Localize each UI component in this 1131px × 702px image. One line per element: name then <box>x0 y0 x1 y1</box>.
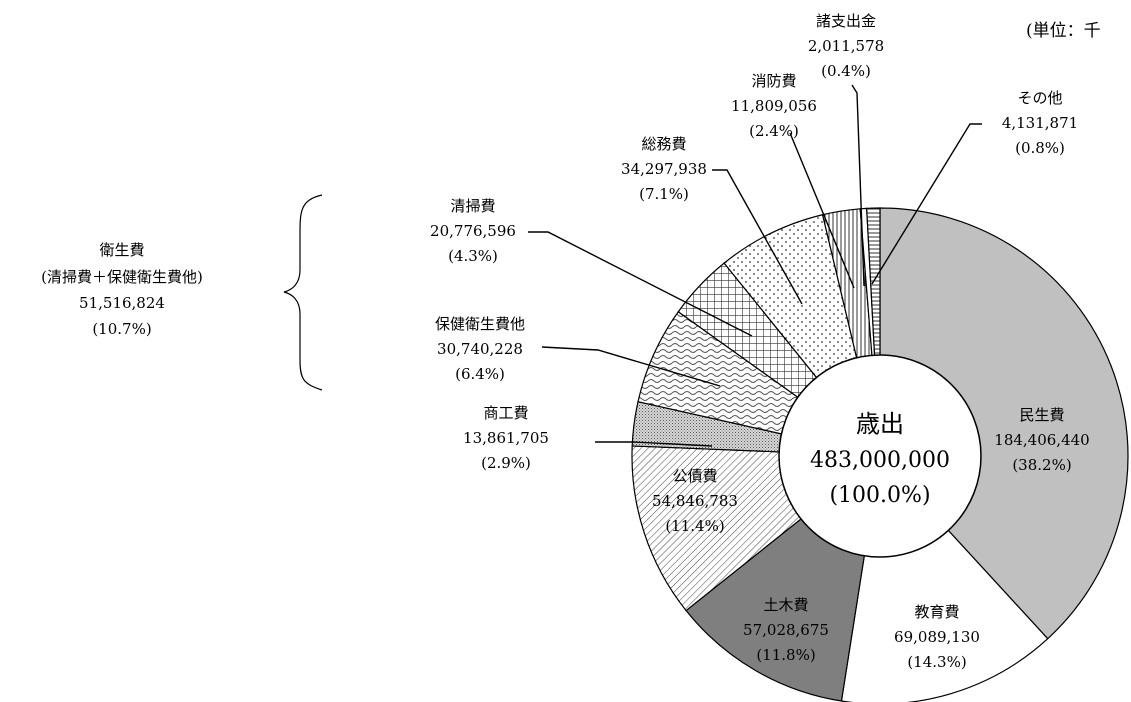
slice-label-name: 商工費 <box>483 404 528 422</box>
leader-line <box>541 346 721 387</box>
slice-label-pct: (4.3%) <box>448 247 498 265</box>
slice-label-pct: (11.4%) <box>665 517 724 535</box>
slice-label-pct: (7.1%) <box>639 185 689 203</box>
slice-label-pct: (38.2%) <box>1012 456 1071 474</box>
slice-label-name: 公債費 <box>672 467 717 485</box>
group-value: 51,516,824 <box>79 294 165 312</box>
leader-lines <box>528 84 982 447</box>
slice-label-name: その他 <box>1017 89 1062 107</box>
slice-label-name: 民生費 <box>1019 406 1064 424</box>
center-total: 483,000,000 <box>810 448 950 473</box>
leader-line <box>851 84 865 287</box>
group-subtitle: (清掃費＋保健衛生費他) <box>41 268 203 286</box>
slice-labels: 民生費 184,406,440 (38.2%) 教育費 69,089,130 (14.3%… <box>430 12 1090 671</box>
slice-label-name: 清掃費 <box>450 197 495 215</box>
slice-0 <box>879 207 1129 640</box>
slice-label-value: 57,028,675 <box>743 621 829 639</box>
slice-label-value: 54,846,783 <box>652 492 738 510</box>
leader-line <box>712 169 803 305</box>
slice-label-name: 諸支出金 <box>816 12 876 30</box>
leader-line <box>789 132 855 289</box>
unit-label: (単位：千 <box>1026 21 1101 41</box>
slice-label-name: 土木費 <box>763 596 808 614</box>
slice-label-name: 消防費 <box>751 72 796 90</box>
slice-label-value: 13,861,705 <box>463 429 549 447</box>
slice-label-value: 184,406,440 <box>994 431 1089 449</box>
group-brace <box>283 194 323 391</box>
leader-line <box>595 441 713 447</box>
slice-label-pct: (2.9%) <box>481 454 531 472</box>
leader-line <box>871 123 982 285</box>
group-title: 衛生費 <box>99 241 144 259</box>
slice-label-value: 4,131,871 <box>1002 114 1078 132</box>
slice-label-name: 保健衛生費他 <box>435 315 525 333</box>
center-percent: (100.0%) <box>829 483 930 508</box>
slice-label-pct: (14.3%) <box>907 653 966 671</box>
slice-label-pct: (11.8%) <box>756 646 815 664</box>
slice-label-value: 69,089,130 <box>894 628 980 646</box>
slice-label-value: 2,011,578 <box>808 37 884 55</box>
slice-label-name: 教育費 <box>914 603 959 621</box>
donut-center <box>778 354 982 558</box>
slice-label-value: 30,740,228 <box>437 340 523 358</box>
slice-label-value: 34,297,938 <box>621 160 707 178</box>
slice-label-value: 20,776,596 <box>430 222 516 240</box>
slice-label-name: 総務費 <box>641 135 686 153</box>
slice-label-pct: (2.4%) <box>749 122 799 140</box>
slice-label-pct: (0.8%) <box>1015 139 1065 157</box>
slice-label-pct: (6.4%) <box>455 365 505 383</box>
group-percent: (10.7%) <box>92 320 151 338</box>
slice-label-pct: (0.4%) <box>821 62 871 80</box>
center-title: 歳出 <box>856 410 904 438</box>
slice-label-value: 11,809,056 <box>731 97 817 115</box>
leader-line <box>528 231 753 337</box>
